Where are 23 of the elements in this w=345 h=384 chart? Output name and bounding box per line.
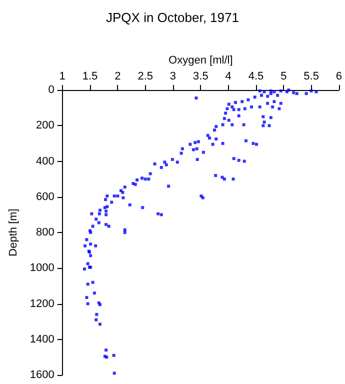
- x-tick-label: 5.5: [304, 70, 319, 82]
- x-tick-label: 1.5: [82, 70, 98, 82]
- y-tick-label: 0: [48, 84, 54, 96]
- x-axis-title: Oxygen [ml/l]: [168, 54, 233, 66]
- y-tick-label: 1400: [30, 333, 54, 346]
- x-tick-label: 2.5: [138, 70, 153, 82]
- y-tick-label: 1200: [30, 298, 54, 310]
- y-tick-label: 200: [36, 120, 54, 132]
- y-tick-label: 400: [36, 155, 54, 168]
- x-tick-label: 3: [170, 70, 176, 82]
- x-tick-label: 5: [280, 70, 287, 82]
- x-tick-label: 4: [225, 70, 232, 82]
- x-tick-label: 3.5: [193, 70, 208, 82]
- x-tick-label: 1: [59, 70, 66, 82]
- y-tick-label: 800: [36, 226, 54, 238]
- y-axis-title: Depth [m]: [8, 208, 20, 256]
- chart-title: JPQX in October, 1971: [106, 10, 239, 25]
- x-tick-label: 6: [336, 70, 342, 82]
- x-tick-label: 2: [114, 70, 121, 82]
- y-tick-label: 600: [36, 190, 54, 203]
- x-tick-label: 4.5: [248, 70, 264, 82]
- y-tick-label: 1000: [30, 262, 54, 274]
- y-tick-label: 1600: [30, 369, 54, 381]
